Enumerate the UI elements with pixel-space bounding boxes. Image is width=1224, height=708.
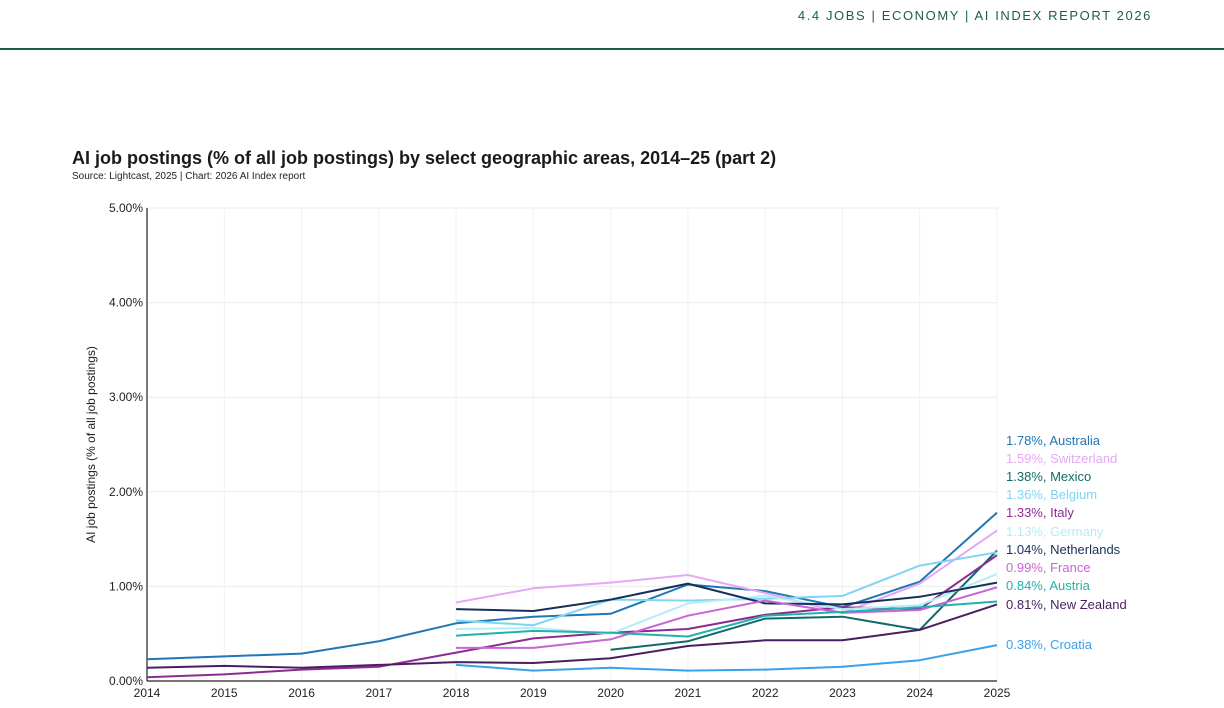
y-tick-label: 5.00% [109,201,143,215]
y-tick-label: 3.00% [109,390,143,404]
y-tick-label: 1.00% [109,579,143,593]
series-line-netherlands [456,581,998,612]
end-label-mexico: 1.38%, Mexico [1006,469,1091,484]
series-line-mexico [610,549,998,651]
y-axis-label: AI job postings (% of all job postings) [84,346,98,543]
chart-source: Source: Lightcast, 2025 | Chart: 2026 AI… [72,171,306,182]
end-label-netherlands: 1.04%, Netherlands [1006,542,1121,557]
y-tick-label: 2.00% [109,485,143,499]
end-label-germany: 1.13%, Germany [1006,524,1104,539]
end-label-switzerland: 1.59%, Switzerland [1006,451,1117,466]
chart-title: AI job postings (% of all job postings) … [72,148,777,168]
x-tick-label: 2015 [211,686,238,700]
end-label-australia: 1.78%, Australia [1006,433,1101,448]
series-line-new-zealand [146,603,998,669]
end-label-france: 0.99%, France [1006,560,1091,575]
x-tick-label: 2020 [597,686,624,700]
end-label-new-zealand: 0.81%, New Zealand [1006,597,1127,612]
end-label-austria: 0.84%, Austria [1006,578,1091,593]
x-tick-label: 2021 [675,686,702,700]
header-divider [0,48,1224,50]
report-breadcrumb: 4.4 JOBS | ECONOMY | AI INDEX REPORT 202… [797,8,1152,23]
x-tick-label: 2024 [906,686,933,700]
series-line-switzerland [455,529,998,614]
x-tick-label: 2016 [288,686,315,700]
end-label-croatia: 0.38%, Croatia [1006,637,1093,652]
series-line-austria [456,600,998,638]
y-tick-label: 0.00% [109,674,143,688]
x-tick-label: 2022 [752,686,779,700]
y-tick-label: 4.00% [109,296,143,310]
x-tick-label: 2025 [984,686,1011,700]
series-line-germany [456,573,998,635]
series-line-france [456,586,998,649]
end-label-belgium: 1.36%, Belgium [1006,487,1097,502]
end-label-italy: 1.33%, Italy [1006,505,1074,520]
series-line-croatia [456,644,998,672]
x-tick-label: 2014 [134,686,161,700]
x-tick-label: 2023 [829,686,856,700]
x-tick-label: 2019 [520,686,547,700]
x-tick-label: 2017 [365,686,392,700]
x-tick-label: 2018 [443,686,470,700]
